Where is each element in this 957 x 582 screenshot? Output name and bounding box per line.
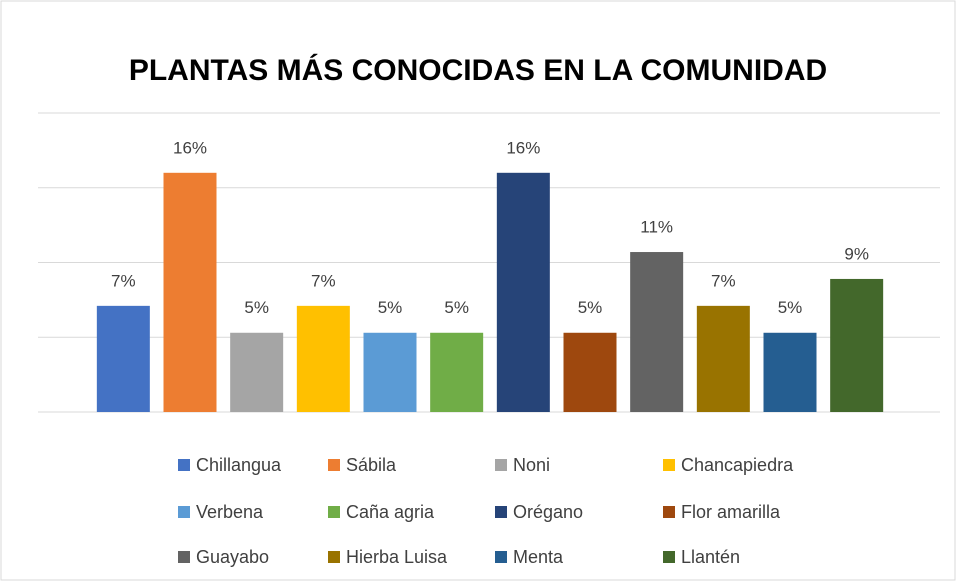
legend-label: Orégano [513,502,583,522]
legend-swatch [495,506,507,518]
data-label: 5% [778,298,803,317]
bar [563,332,617,412]
bar [363,332,417,412]
data-label: 16% [506,138,540,157]
data-label: 5% [578,298,603,317]
data-label: 7% [111,271,136,290]
legend-swatch [663,459,675,471]
legend-label: Verbena [196,502,264,522]
bar [830,278,884,412]
bar [696,305,750,412]
legend-label: Chancapiedra [681,455,794,475]
bar [230,332,284,412]
bar [163,172,217,412]
legend-swatch [663,551,675,563]
data-label: 7% [311,271,336,290]
data-label: 7% [711,271,736,290]
legend-swatch [178,551,190,563]
legend-swatch [328,551,340,563]
legend-label: Chillangua [196,455,282,475]
legend-label: Hierba Luisa [346,547,448,567]
data-label: 9% [844,244,869,263]
chart-title: PLANTAS MÁS CONOCIDAS EN LA COMUNIDAD [129,53,827,87]
data-label: 5% [444,298,469,317]
legend-label: Caña agria [346,502,435,522]
legend-label: Sábila [346,455,397,475]
legend-swatch [663,506,675,518]
legend-label: Flor amarilla [681,502,781,522]
data-label: 5% [244,298,269,317]
data-label: 5% [378,298,403,317]
bar [96,305,150,412]
legend-swatch [328,459,340,471]
legend-label: Llantén [681,547,740,567]
legend-swatch [495,459,507,471]
data-label: 16% [173,138,207,157]
legend-label: Menta [513,547,564,567]
legend-swatch [178,459,190,471]
bar [296,305,350,412]
legend-swatch [178,506,190,518]
bar [430,332,484,412]
bar [496,172,550,412]
bar [630,252,684,412]
data-label: 11% [640,218,673,237]
legend-label: Noni [513,455,550,475]
bar [763,332,817,412]
legend-swatch [495,551,507,563]
legend-label: Guayabo [196,547,269,567]
legend-swatch [328,506,340,518]
